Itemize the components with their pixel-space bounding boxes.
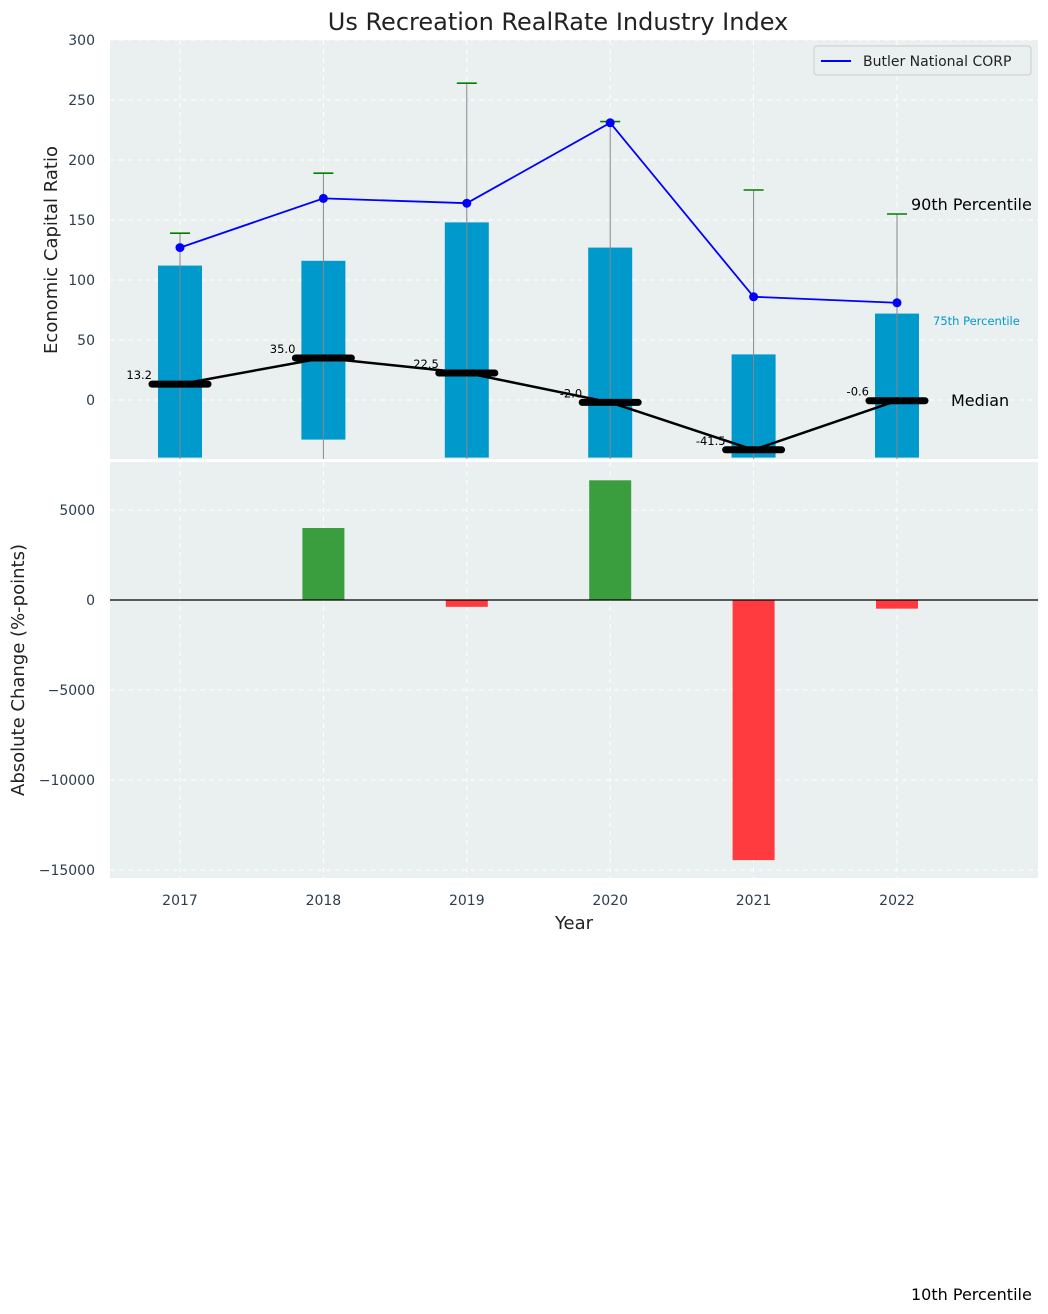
company-point <box>318 193 328 203</box>
company-point <box>892 298 902 308</box>
y-tick-label: 0 <box>86 393 95 409</box>
p75-annotation: 75th Percentile <box>933 314 1020 328</box>
top-panel: 0 50 100 150 200 250 300 13.2 35.0 22.5 -2.0 -41.5… <box>41 33 1038 459</box>
change-bar-negative <box>876 600 918 609</box>
y-tick-label: 150 <box>68 213 95 229</box>
x-tick-label: 2022 <box>879 893 915 909</box>
change-bar-negative <box>445 600 488 607</box>
company-point <box>749 292 759 302</box>
median-value-label: -0.6 <box>847 385 869 399</box>
company-point <box>175 243 185 253</box>
y-tick-label: 100 <box>68 273 95 289</box>
top-whiskers <box>170 82 907 459</box>
company-point <box>605 118 615 128</box>
change-bar-positive <box>302 528 345 600</box>
bottom-y-axis-label: Absolute Change (%-points) <box>8 544 29 796</box>
median-value-label: 35.0 <box>270 342 296 356</box>
x-tick-label: 2019 <box>449 893 485 909</box>
median-annotation: Median <box>951 391 1009 410</box>
y-tick-label: −15000 <box>39 863 95 879</box>
median-value-label: 22.5 <box>413 357 439 371</box>
median-value-label: -2.0 <box>560 386 582 400</box>
y-tick-label: −5000 <box>48 683 95 699</box>
legend: Butler National CORP <box>813 45 1032 76</box>
company-point <box>462 198 472 208</box>
top-y-axis-label: Economic Capital Ratio <box>41 146 62 354</box>
change-bar-positive <box>589 480 632 600</box>
median-line-path <box>179 356 898 452</box>
x-axis-label: Year <box>554 913 594 934</box>
company-line-path <box>179 121 898 304</box>
x-tick-label: 2020 <box>592 893 628 909</box>
company-line <box>175 118 902 308</box>
p90-annotation: 90th Percentile <box>911 195 1032 214</box>
x-tick-label: 2017 <box>162 893 198 909</box>
y-tick-label: 5000 <box>59 503 95 519</box>
y-tick-label: 300 <box>68 33 95 49</box>
x-tick-label: 2018 <box>306 893 342 909</box>
y-tick-label: 0 <box>86 593 95 609</box>
top-y-ticks: 0 50 100 150 200 250 300 <box>68 33 95 409</box>
bottom-y-ticks: −15000 −10000 −5000 0 5000 <box>39 503 95 879</box>
x-ticks: 2017 2018 2019 2020 2021 2022 <box>162 893 915 909</box>
median-value-label: 13.2 <box>126 368 152 382</box>
legend-entry: Butler National CORP <box>863 54 1011 70</box>
x-tick-label: 2021 <box>736 893 772 909</box>
p10-annotation: 10th Percentile <box>911 1285 1032 1304</box>
change-bar-negative <box>732 600 775 861</box>
bottom-plot-area <box>110 462 1038 878</box>
y-tick-label: 250 <box>68 93 95 109</box>
median-series: 13.2 35.0 22.5 -2.0 -41.5 -0.6 <box>126 342 929 454</box>
y-tick-label: 50 <box>77 333 95 349</box>
y-tick-label: 200 <box>68 153 95 169</box>
y-tick-label: −10000 <box>39 773 95 789</box>
median-value-label: -41.5 <box>696 434 726 448</box>
chart-title: Us Recreation RealRate Industry Index <box>328 8 789 36</box>
legend-box <box>813 45 1032 76</box>
change-bars <box>302 480 918 861</box>
